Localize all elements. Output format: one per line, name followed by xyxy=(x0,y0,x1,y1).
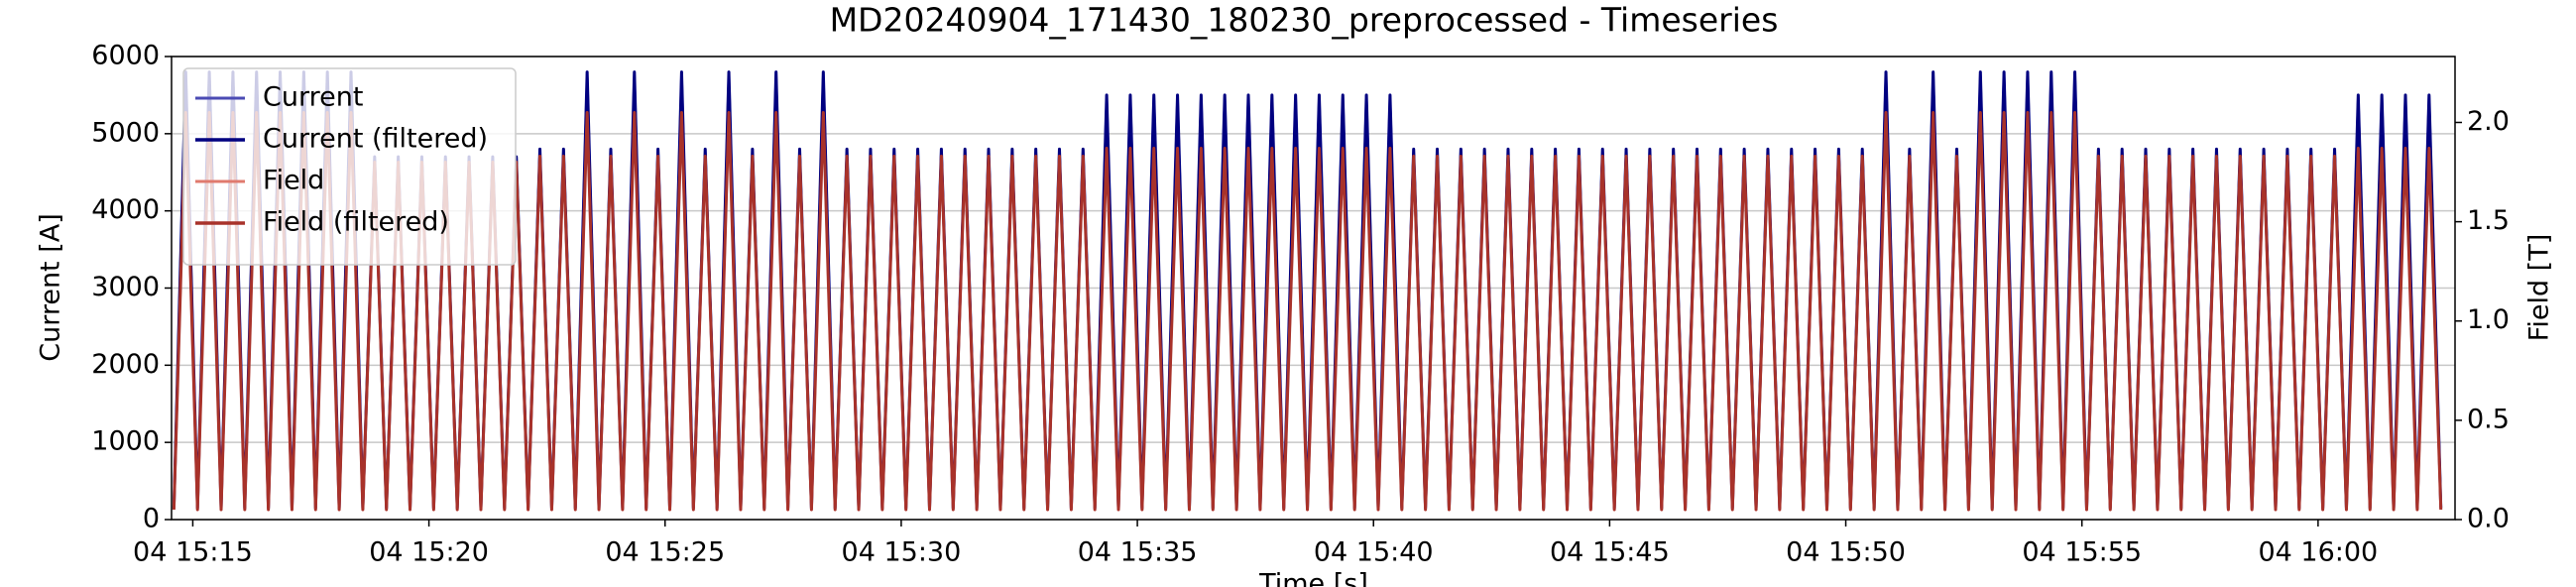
chart-title: MD20240904_171430_180230_preprocessed - … xyxy=(830,1,1779,40)
y-axis-label: Current [A] xyxy=(36,213,66,362)
x-tick-label: 04 15:35 xyxy=(1078,537,1198,568)
y2-axis-label: Field [T] xyxy=(2524,234,2555,341)
y-tick-label: 1000 xyxy=(91,426,160,457)
x-tick-label: 04 15:45 xyxy=(1550,537,1670,568)
x-tick-label: 04 16:00 xyxy=(2258,537,2378,568)
x-axis-label: Time [s] xyxy=(1258,569,1368,587)
legend-label: Current (filtered) xyxy=(263,124,488,155)
y2-tick-label: 1.0 xyxy=(2467,304,2510,335)
series-line xyxy=(172,110,2443,512)
y2-tick-label: 0.0 xyxy=(2467,504,2510,534)
x-tick-label: 04 15:15 xyxy=(133,537,253,568)
x-tick-label: 04 15:40 xyxy=(1314,537,1434,568)
x-tick-label: 04 15:50 xyxy=(1786,537,1906,568)
x-tick-label: 04 15:20 xyxy=(369,537,489,568)
legend-label: Current xyxy=(263,82,363,113)
legend-label: Field xyxy=(263,166,324,196)
y-tick-label: 3000 xyxy=(91,272,160,302)
plot-frame xyxy=(171,56,2456,521)
y-tick-label: 5000 xyxy=(91,117,160,148)
x-tick-label: 04 15:55 xyxy=(2022,537,2142,568)
y2-tick-label: 1.5 xyxy=(2467,205,2510,236)
legend-label: Field (filtered) xyxy=(263,207,449,238)
y-tick-label: 2000 xyxy=(91,349,160,380)
y2-tick-label: 0.5 xyxy=(2467,404,2510,434)
legend-box xyxy=(182,67,517,266)
y-tick-label: 0 xyxy=(143,504,160,534)
y2-tick-label: 2.0 xyxy=(2467,106,2510,137)
y-tick-label: 6000 xyxy=(91,41,160,71)
y-tick-label: 4000 xyxy=(91,194,160,225)
x-tick-label: 04 15:30 xyxy=(842,537,962,568)
x-tick-label: 04 15:25 xyxy=(605,537,725,568)
